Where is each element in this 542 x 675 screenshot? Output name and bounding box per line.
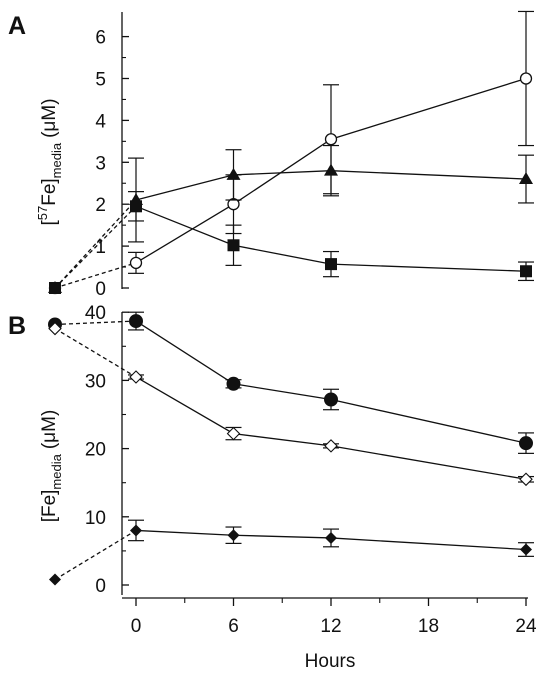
- panel-a-y-tick-label: 2: [95, 195, 106, 216]
- x-tick-label: 0: [131, 616, 142, 637]
- panel-a-series-open-circle-point: [129, 256, 143, 270]
- panel-a-ylabel-isotope: 57: [35, 206, 50, 220]
- panel-a-y-axis-title: [57Fe]media (μM): [35, 98, 64, 225]
- panel-a-series-filled-triangle: [48, 144, 534, 293]
- panel-a-ylabel-subscript: media: [49, 142, 64, 178]
- panel-b-series-filled-diamond-point: [130, 524, 142, 537]
- panel-a-y-tick-label: 1: [95, 237, 106, 258]
- panel-b-plot: 0 10 20 30 40 0 6 12 18 24: [48, 303, 537, 637]
- panel-a-ylabel-open: [: [39, 220, 60, 226]
- panel-b-series-open-diamond-line: [135, 376, 527, 480]
- panel-b-y-axis-title: [Fe]media (μM): [39, 410, 64, 523]
- panel-b-series-filled-diamond-baseline-connector: [54, 529, 137, 581]
- x-tick-label: 6: [228, 616, 239, 637]
- panel-a-ylabel-unit: (μM): [39, 98, 60, 137]
- panel-b-ylabel-element: [Fe]: [39, 490, 60, 523]
- x-axis-title: Hours: [305, 651, 356, 672]
- panel-b-series-open-diamond-point: [226, 426, 241, 441]
- panel-a-y-tick-label: 3: [95, 153, 106, 174]
- panel-a-series-open-circle-point: [519, 72, 533, 85]
- panel-a-series-filled-triangle-baseline-connector: [54, 199, 137, 289]
- panel-a-series-filled-square-baseline-point: [49, 282, 61, 294]
- panel-a-y-tick-label: 4: [95, 111, 106, 132]
- panel-b-y-tick-label: 0: [95, 576, 106, 597]
- panel-b-y-tick-label: 10: [85, 508, 106, 529]
- panel-b-series-filled-circle-point: [226, 376, 241, 391]
- panel-b-series-filled-diamond-baseline-point: [49, 573, 61, 586]
- panel-a-ylabel-element: Fe]: [39, 178, 60, 205]
- panel-a-y-tick-label: 5: [95, 70, 106, 91]
- panel-a-series-filled-triangle-point: [519, 172, 533, 185]
- panel-b-series-open-diamond-baseline-connector: [54, 328, 137, 378]
- panel-a-series-filled-square-baseline-connector: [54, 205, 137, 289]
- panel-a-series-filled-triangle-line: [135, 170, 527, 201]
- panel-b-series-filled-diamond-point: [325, 531, 337, 544]
- panel-a-series-open-circle-point: [324, 133, 338, 146]
- panel-a-series-open-circle-line: [135, 77, 527, 264]
- panel-a-y-tick-label: 0: [95, 279, 106, 300]
- panel-a-series-filled-triangle-point: [226, 167, 241, 180]
- panel-a-series-filled-square-point: [325, 258, 337, 271]
- x-tick-label: 18: [418, 616, 439, 637]
- panel-b-series-filled-circle-line: [135, 320, 527, 444]
- panel-b-series-open-diamond: [48, 321, 534, 487]
- panel-b-series-filled-diamond-point: [520, 543, 532, 556]
- panel-b-series-open-diamond-point: [519, 472, 533, 487]
- panel-b-series-filled-circle-point: [324, 392, 338, 407]
- panel-a-series-filled-square-point: [520, 265, 532, 278]
- panel-b-series-filled-circle-point: [129, 314, 143, 329]
- panel-a-series-filled-triangle-point: [324, 163, 338, 176]
- panel-b-series-filled-circle: [48, 311, 534, 454]
- panel-a-series-filled-square-point: [227, 239, 240, 252]
- x-tick-label: 12: [320, 616, 341, 637]
- panel-b-letter: B: [8, 312, 26, 340]
- panel-a-series-filled-square-point: [130, 200, 142, 213]
- panel-b-ylabel-subscript: media: [49, 453, 64, 489]
- panel-b-series-filled-diamond-line: [135, 529, 527, 551]
- panel-b-y-tick-label: 30: [85, 371, 106, 392]
- x-tick-label: 24: [515, 616, 537, 637]
- panel-b-series-open-diamond-baseline-point: [48, 321, 62, 336]
- panel-b-series-filled-circle-point: [519, 436, 533, 451]
- panel-a-series-filled-square: [49, 191, 534, 294]
- panel-a-y-tick-label: 6: [95, 28, 106, 49]
- panel-b-ylabel-unit: (μM): [39, 410, 60, 449]
- panel-a-series-open-circle-baseline-connector: [54, 262, 137, 289]
- panel-a-plot: 0 1 2 3 4 5 6: [48, 10, 534, 300]
- panel-b-series-filled-diamond-point: [227, 529, 240, 542]
- panel-a-letter: A: [8, 12, 26, 40]
- panel-b-y-tick-label: 40: [85, 303, 106, 324]
- panel-b-series-filled-diamond: [49, 519, 534, 586]
- panel-b-series-open-diamond-point: [129, 370, 143, 384]
- panel-b-series-open-diamond-point: [324, 439, 338, 453]
- panel-a-series-filled-square-line: [135, 205, 527, 272]
- panel-b-y-tick-label: 20: [85, 440, 106, 461]
